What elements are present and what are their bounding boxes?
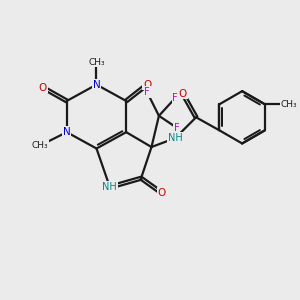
Text: O: O [39,82,47,93]
Text: CH₃: CH₃ [280,100,297,109]
Text: CH₃: CH₃ [32,141,48,150]
Text: CH₃: CH₃ [88,58,105,67]
Text: N: N [63,127,71,137]
Text: O: O [178,88,187,98]
Text: F: F [172,93,178,103]
Text: O: O [158,188,166,198]
Text: N: N [93,80,101,90]
Text: NH: NH [103,182,117,192]
Text: O: O [143,80,151,90]
Text: F: F [174,123,180,133]
Text: F: F [144,87,150,97]
Text: NH: NH [168,133,183,143]
